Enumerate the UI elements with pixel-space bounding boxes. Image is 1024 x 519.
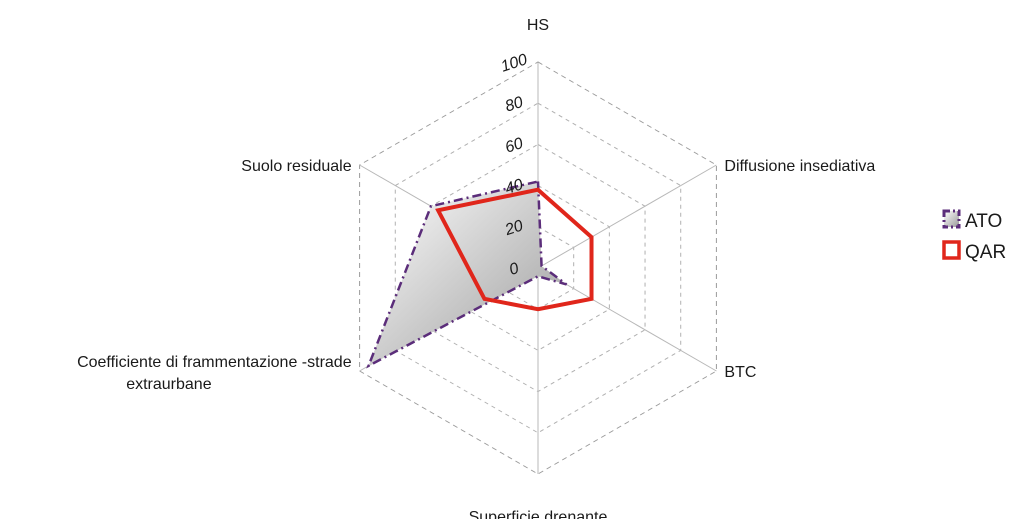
tick-label: 100 (499, 51, 530, 75)
legend-item-ato: ATO (942, 209, 1002, 232)
axis-label: Diffusione insediativa (724, 158, 875, 175)
grid-spoke (537, 267, 717, 372)
radar-series (366, 179, 594, 369)
legend-label-ato: ATO (965, 211, 1002, 232)
legend-swatch-qar (942, 240, 961, 260)
legend-swatch-ato (942, 209, 961, 229)
tick-label: 80 (503, 94, 525, 116)
legend: ATO QAR (942, 209, 1006, 263)
legend-item-qar: QAR (942, 240, 1006, 263)
legend-label-qar: QAR (965, 242, 1006, 263)
tick-label: 40 (503, 176, 525, 198)
axis-label: Suolo residuale (241, 158, 351, 175)
axis-label: BTC (724, 364, 756, 381)
axis-label: HS (527, 17, 549, 34)
grid-spoke (537, 164, 717, 269)
radar-axis-labels: HS Diffusione insediativa BTC Superficie dr… (77, 17, 875, 519)
tick-label: 20 (502, 217, 525, 239)
axis-label: Coefficiente di frammentazione -strade ex… (77, 354, 352, 393)
series-qar-line (435, 187, 594, 312)
axis-label: Superficie drenante (469, 509, 608, 519)
series-ato-area (366, 179, 568, 369)
tick-label: 60 (503, 135, 525, 157)
